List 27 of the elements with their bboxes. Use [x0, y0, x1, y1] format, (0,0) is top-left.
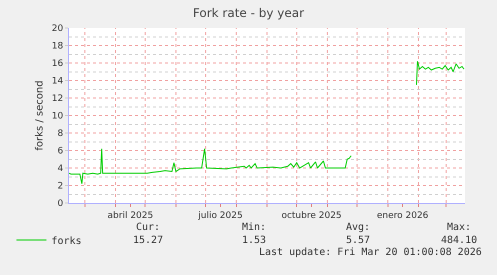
text: 15.27	[133, 235, 164, 246]
text: Last update: Fri Mar 20 01:00:08 2026	[259, 247, 482, 258]
y-tick-label: 2	[57, 182, 64, 192]
y-tick-label: 0	[57, 199, 64, 210]
y-tick-label: 18	[52, 42, 64, 52]
text: Cur:	[136, 222, 160, 233]
y-tick-label: 4	[57, 164, 64, 174]
text: Avg:	[346, 222, 370, 233]
x-tick-label: julio 2025	[197, 210, 243, 221]
legend-label: forks	[51, 236, 82, 247]
y-tick-label: 20	[52, 24, 64, 34]
y-tick-label: 16	[52, 59, 64, 70]
y-tick-label: 12	[52, 94, 64, 104]
y-axis-title: forks / second	[34, 80, 46, 151]
y-tick-label: 8	[57, 129, 64, 140]
x-tick-label: octubre 2025	[281, 210, 342, 221]
text: 484.10	[441, 235, 478, 246]
chart-title: Fork rate - by year	[192, 6, 304, 20]
text: 1.53	[242, 235, 266, 246]
y-tick-label: 6	[57, 146, 64, 157]
text: Max:	[447, 222, 472, 233]
text: Min:	[242, 222, 266, 233]
y-tick-label: 14	[52, 76, 64, 87]
x-tick-label: abril 2025	[108, 210, 154, 221]
x-tick-label: enero 2026	[376, 210, 429, 221]
y-tick-label: 10	[52, 112, 64, 122]
text: 5.57	[346, 235, 370, 246]
